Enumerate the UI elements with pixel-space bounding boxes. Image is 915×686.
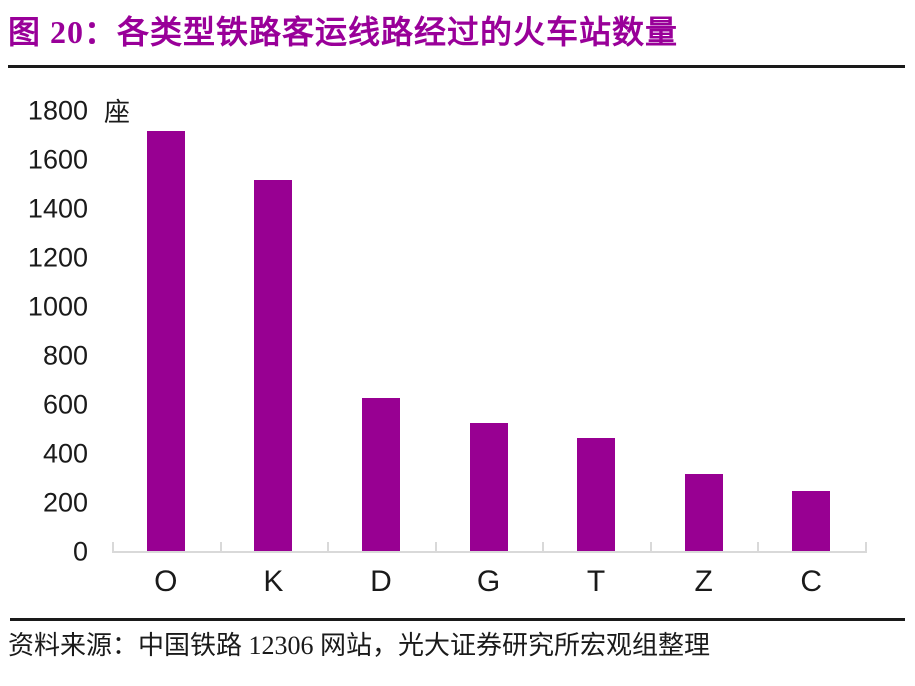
x-axis-label-D: D [370, 565, 392, 598]
bar-D [361, 398, 400, 552]
x-axis-tick [435, 542, 437, 551]
x-axis-tick [650, 542, 652, 551]
y-axis-label-0: 0 [72, 536, 88, 567]
x-axis-label-O: O [154, 565, 178, 598]
y-axis-label-200: 200 [42, 487, 88, 518]
x-axis-label-Z: Z [694, 565, 713, 598]
x-axis-label-T: T [586, 565, 606, 598]
y-axis-label-600: 600 [42, 389, 88, 420]
y-axis-label-1000: 1000 [27, 291, 88, 322]
bar-O [146, 131, 185, 552]
y-axis-label-1200: 1200 [27, 242, 88, 273]
y-axis-label-1600: 1600 [27, 144, 88, 175]
x-axis-label-K: K [263, 565, 284, 598]
x-axis-tick [220, 542, 222, 551]
x-axis-tick [757, 542, 759, 551]
title-divider [8, 65, 905, 68]
x-axis-line [112, 551, 867, 553]
bar-Z [684, 474, 723, 552]
bar-T [577, 438, 616, 552]
x-axis-label-C: C [800, 565, 823, 598]
x-axis-label-G: G [476, 565, 501, 598]
y-axis-label-400: 400 [42, 438, 88, 469]
y-axis-label-1800: 1800 [27, 95, 88, 126]
y-axis-label-1400: 1400 [27, 193, 88, 224]
x-axis-tick [865, 542, 867, 551]
bar-K [254, 180, 293, 552]
x-axis-tick [542, 542, 544, 551]
footer-divider [10, 618, 905, 621]
x-axis-tick [112, 542, 114, 551]
figure-title: 图 20：各类型铁路客运线路经过的火车站数量 [8, 14, 679, 50]
y-axis-label-800: 800 [42, 340, 88, 371]
y-axis-unit-label: 座 [104, 96, 131, 127]
bar-G [469, 423, 508, 552]
source-note: 资料来源：中国铁路 12306 网站，光大证券研究所宏观组整理 [8, 631, 711, 660]
bar-C [792, 491, 831, 552]
x-axis-tick [327, 542, 329, 551]
